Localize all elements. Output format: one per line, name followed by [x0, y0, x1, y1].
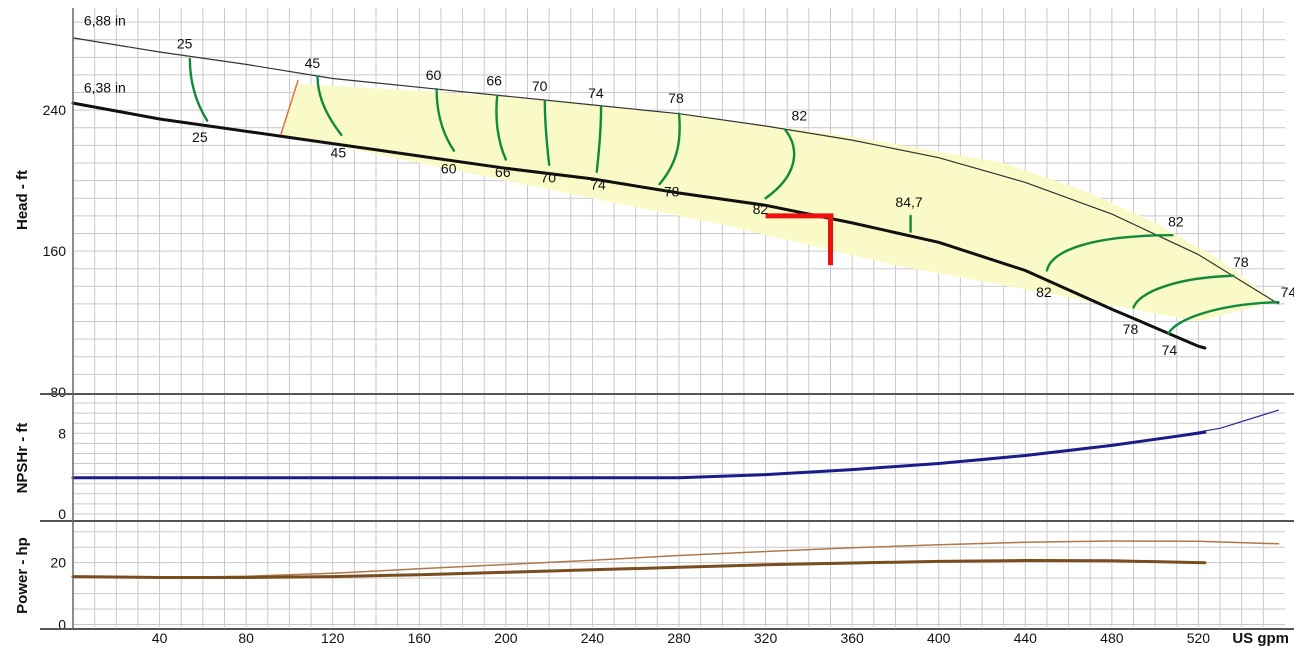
efficiency-curve-45 — [316, 75, 343, 137]
curve-label: 78 — [668, 90, 684, 106]
y-tick-label-head: 80 — [50, 384, 66, 400]
x-tick-label: 440 — [1014, 630, 1038, 646]
series-layer — [71, 37, 1280, 579]
efficiency-curve-78 — [1132, 274, 1235, 309]
curve-label: 82 — [753, 201, 769, 217]
x-tick-label: 280 — [667, 630, 691, 646]
curve-label: 84,7 — [895, 194, 922, 210]
curve-label: 74 — [1162, 342, 1178, 358]
minimum-flow-line — [280, 79, 299, 136]
x-tick-label: 480 — [1100, 630, 1124, 646]
curve-label: 25 — [192, 129, 208, 145]
y-axis-title-head: Head - ft — [14, 170, 31, 230]
efficiency-curve-25 — [188, 57, 209, 122]
curve-power-688in — [72, 540, 1280, 579]
efficiency-curve-60 — [435, 87, 456, 152]
curve-label: 60 — [426, 67, 442, 83]
y-axis-title-power: Power - hp — [14, 537, 31, 614]
curve-label: 60 — [441, 161, 457, 177]
x-tick-label: 80 — [238, 630, 254, 646]
curve-label: 25 — [177, 36, 193, 52]
efficiency-curve-78 — [658, 112, 681, 186]
x-tick-label: 400 — [927, 630, 951, 646]
curve-label: 66 — [495, 164, 511, 180]
curve-label: 70 — [532, 78, 548, 94]
x-tick-label: 360 — [840, 630, 864, 646]
curve-label: 78 — [1233, 254, 1249, 270]
curve-label: 70 — [540, 169, 556, 185]
y-tick-label-power: 20 — [50, 555, 66, 571]
curve-label: 74 — [590, 176, 606, 192]
curve-label: 45 — [305, 55, 321, 71]
curve-label: 66 — [486, 73, 502, 89]
y-tick-label-head: 160 — [43, 243, 67, 259]
x-tick-label: 200 — [494, 630, 518, 646]
labels-layer: 6,88 in 6,38 in 25 45 60 66 70 74 78 82 25 45 60 66 70… — [84, 13, 1294, 358]
curve-label: 45 — [331, 145, 347, 161]
curve-label: 6,38 in — [84, 80, 126, 96]
efficiency-curve-82 — [1045, 234, 1174, 272]
y-tick-label-npsh: 8 — [58, 425, 66, 441]
x-tick-label: 240 — [581, 630, 605, 646]
efficiency-curve-74 — [595, 105, 603, 174]
curve-label: 78 — [664, 183, 680, 199]
y-tick-label-head: 240 — [43, 102, 67, 118]
y-tick-label-npsh: 0 — [58, 506, 66, 522]
x-tick-label: 120 — [321, 630, 345, 646]
y-axis-title-npsh: NPSHr - ft — [14, 423, 31, 494]
operating-region — [280, 83, 1275, 322]
x-tick-label: 320 — [754, 630, 778, 646]
efficiency-curve-82 — [764, 128, 796, 200]
curve-label: 78 — [1123, 321, 1139, 337]
x-axis-unit: US gpm — [1232, 630, 1289, 647]
curve-label: 74 — [588, 85, 604, 101]
efficiency-curve-70 — [543, 100, 551, 166]
curve-label: 82 — [1168, 213, 1184, 229]
grid-lines — [73, 8, 1285, 627]
efficiency-curve-74 — [1166, 300, 1280, 336]
axes-layer: 80 160 240 Head - ft 0 8 NPSHr - ft 0 20 Power - … — [14, 8, 1294, 647]
curve-npsh-638in — [71, 430, 1207, 480]
curve-label: 74 — [1281, 284, 1294, 300]
curve-label: 82 — [792, 108, 808, 124]
curve-head-638in — [71, 101, 1207, 350]
curve-label: 6,88 in — [84, 13, 126, 29]
curve-power-638in — [71, 559, 1207, 579]
curve-label: 82 — [1036, 284, 1052, 300]
efficiency-curve-66 — [495, 94, 508, 161]
x-tick-label: 40 — [152, 630, 168, 646]
x-tick-label: 520 — [1187, 630, 1211, 646]
y-tick-label-power: 0 — [58, 617, 66, 633]
x-tick-label: 160 — [408, 630, 432, 646]
